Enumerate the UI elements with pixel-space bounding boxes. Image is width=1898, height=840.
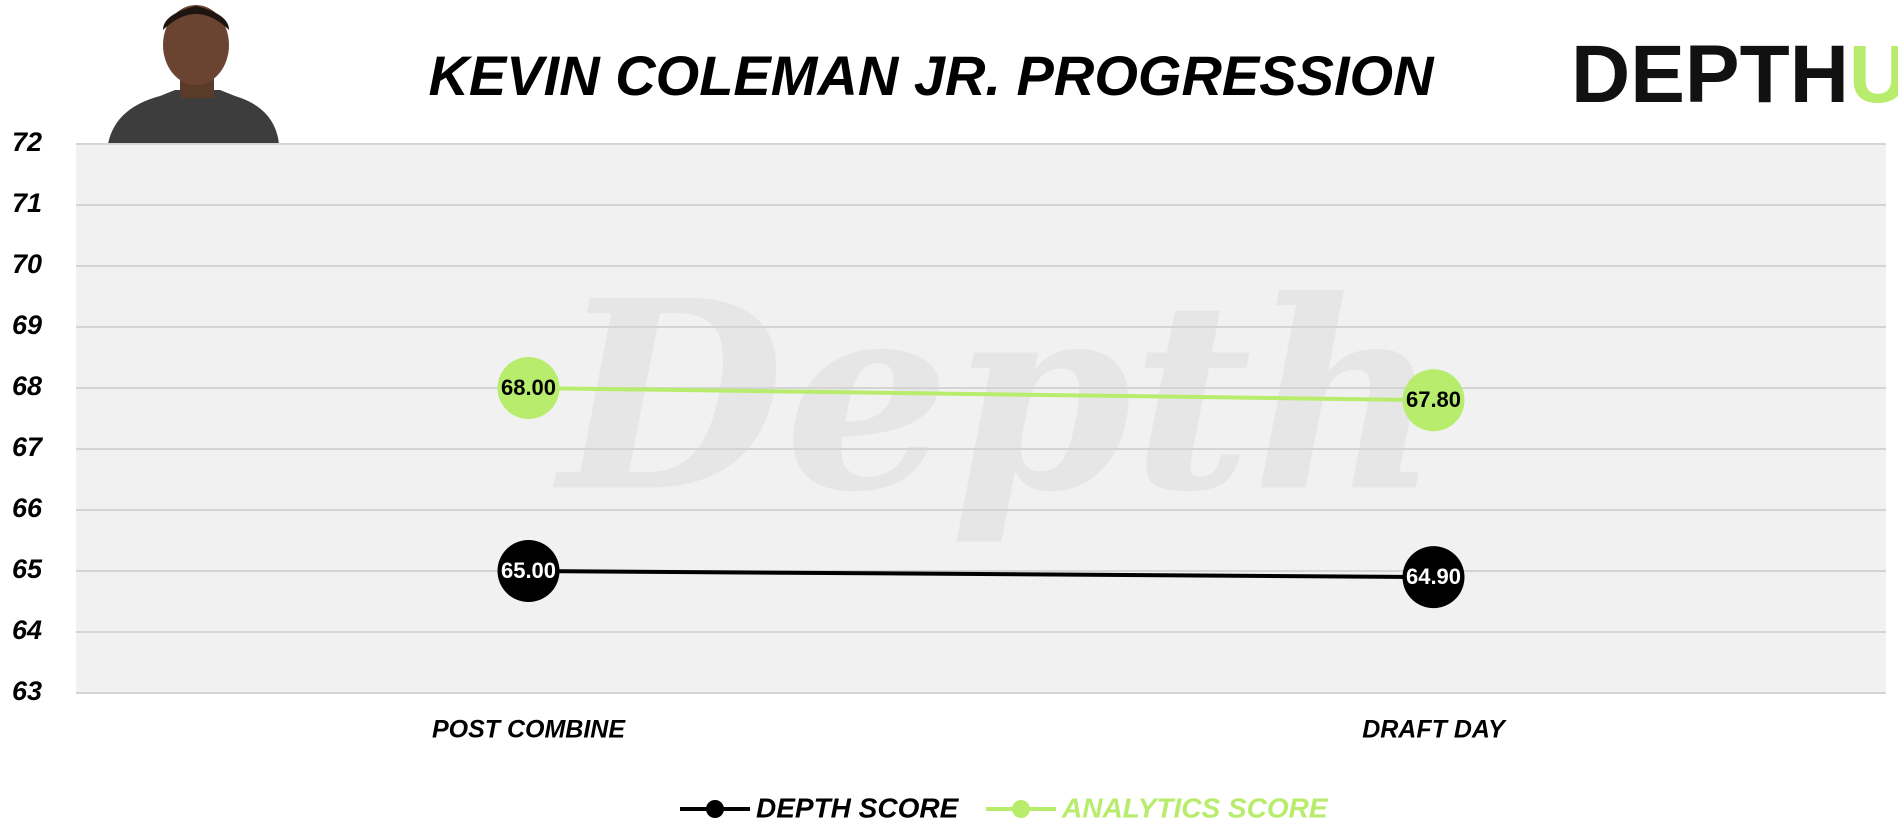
y-tick-label: 71 bbox=[12, 188, 42, 218]
y-tick-label: 68 bbox=[12, 371, 42, 401]
legend-label: DEPTH SCORE bbox=[756, 792, 960, 823]
y-tick-label: 67 bbox=[12, 432, 44, 462]
data-label: 67.80 bbox=[1406, 387, 1461, 412]
x-tick-label: DRAFT DAY bbox=[1362, 716, 1507, 744]
y-tick-label: 64 bbox=[12, 615, 42, 645]
player-photo bbox=[108, 5, 279, 144]
y-tick-label: 70 bbox=[12, 249, 42, 279]
x-tick-label: POST COMBINE bbox=[432, 716, 626, 744]
data-point bbox=[1402, 546, 1465, 609]
logo-main: DEPTH bbox=[1571, 29, 1849, 120]
legend-label: ANALYTICS SCORE bbox=[1061, 792, 1329, 823]
series-line bbox=[528, 569, 1434, 580]
series-line bbox=[528, 386, 1434, 403]
legend-marker bbox=[1012, 800, 1030, 818]
y-tick-label: 66 bbox=[12, 493, 43, 523]
data-label: 65.00 bbox=[501, 558, 556, 583]
data-label: 64.90 bbox=[1406, 564, 1461, 589]
y-tick-label: 63 bbox=[12, 676, 42, 706]
chart-title: KEVIN COLEMAN JR. PROGRESSION bbox=[428, 44, 1435, 107]
y-tick-label: 65 bbox=[12, 554, 43, 584]
data-label: 68.00 bbox=[501, 375, 556, 400]
data-point bbox=[497, 357, 560, 419]
legend-marker bbox=[706, 800, 724, 818]
data-point bbox=[1402, 369, 1465, 432]
y-tick-label: 72 bbox=[12, 127, 42, 157]
logo-accent: U bbox=[1849, 29, 1898, 120]
plot-area bbox=[76, 144, 1886, 693]
y-tick-label: 69 bbox=[12, 310, 42, 340]
logo: DEPTHU bbox=[1571, 29, 1898, 120]
data-point bbox=[497, 540, 560, 602]
